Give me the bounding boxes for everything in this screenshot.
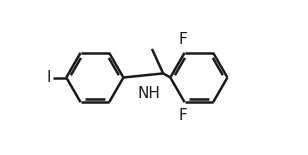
Text: I: I	[47, 70, 51, 85]
Text: F: F	[178, 108, 187, 123]
Text: F: F	[178, 32, 187, 47]
Text: NH: NH	[137, 86, 160, 101]
